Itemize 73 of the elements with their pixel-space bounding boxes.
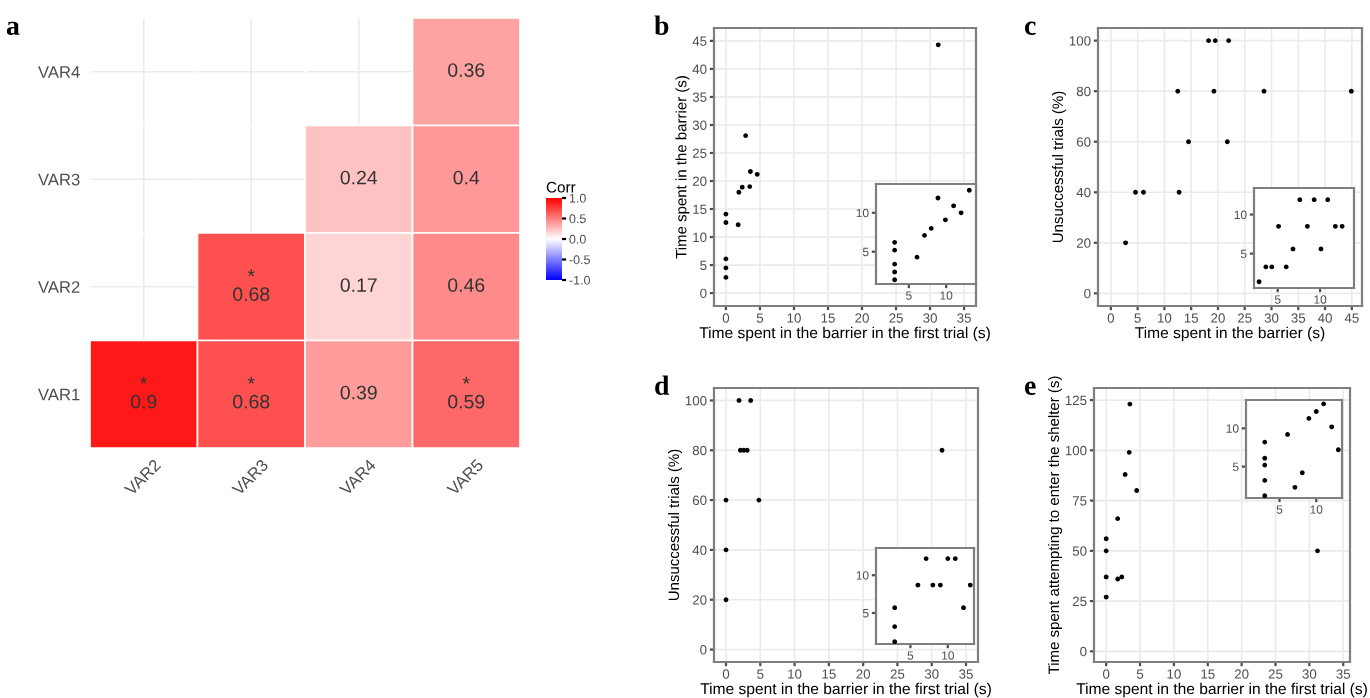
point — [1269, 264, 1275, 270]
data-label: * 0.68 — [233, 269, 270, 302]
point — [1325, 197, 1331, 203]
point — [1297, 197, 1303, 203]
y-tick-label: VAR1 — [38, 388, 80, 401]
data-label: * 0.59 — [448, 376, 485, 409]
point — [1176, 189, 1182, 195]
point — [1292, 484, 1298, 490]
point — [1103, 536, 1109, 542]
point — [1335, 447, 1341, 453]
chart-title: a — [6, 21, 20, 35]
y-tick-label: VAR3 — [38, 173, 80, 186]
y-tick-label: VAR4 — [38, 66, 80, 78]
chart-title: d — [655, 375, 670, 395]
point — [937, 582, 943, 588]
point — [1299, 470, 1305, 476]
data-label: * 0.68 — [233, 376, 270, 409]
point — [736, 189, 742, 195]
point — [892, 261, 898, 267]
point — [1262, 455, 1268, 461]
point — [928, 225, 934, 231]
point — [1103, 548, 1109, 554]
point — [958, 210, 964, 216]
point — [935, 42, 941, 48]
point — [892, 269, 898, 275]
point — [1262, 462, 1268, 468]
point — [754, 171, 760, 177]
point — [1103, 574, 1109, 580]
point — [1304, 223, 1310, 229]
chart-title: b — [654, 15, 669, 35]
point — [1119, 574, 1125, 580]
point — [1115, 576, 1121, 582]
point — [892, 239, 898, 245]
point — [735, 222, 741, 228]
data-label: 0.24 — [340, 170, 378, 185]
point — [967, 582, 973, 588]
point — [1103, 594, 1109, 600]
point — [892, 605, 898, 611]
data-label: 0.17 — [340, 278, 377, 292]
point — [1262, 439, 1268, 445]
point — [1339, 223, 1345, 229]
point — [1175, 88, 1181, 94]
point — [939, 447, 945, 453]
point — [966, 187, 972, 193]
point — [1126, 449, 1132, 455]
point — [739, 184, 745, 190]
point — [723, 597, 729, 603]
point — [747, 184, 753, 190]
point — [1115, 516, 1121, 522]
chart-title: e — [1024, 381, 1036, 395]
data-label: 0.39 — [340, 385, 377, 400]
point — [1306, 415, 1312, 421]
point — [1283, 264, 1289, 270]
point — [1332, 223, 1338, 229]
point — [1329, 424, 1335, 430]
point — [743, 133, 749, 139]
point — [1262, 477, 1268, 483]
point — [1212, 38, 1218, 44]
point — [951, 203, 957, 209]
data-label: * 0.9 — [131, 376, 157, 409]
point — [1321, 401, 1327, 407]
data-label: 0.46 — [448, 278, 485, 292]
point — [892, 277, 898, 283]
point — [1311, 197, 1317, 203]
point — [1224, 139, 1230, 145]
point — [1348, 88, 1354, 94]
data-label: 0.4 — [453, 170, 480, 185]
point — [892, 624, 898, 630]
point — [1256, 279, 1262, 285]
data-label: 0.36 — [448, 63, 485, 77]
point — [892, 247, 898, 253]
point — [1226, 38, 1232, 44]
chart-title: c — [1024, 21, 1036, 35]
